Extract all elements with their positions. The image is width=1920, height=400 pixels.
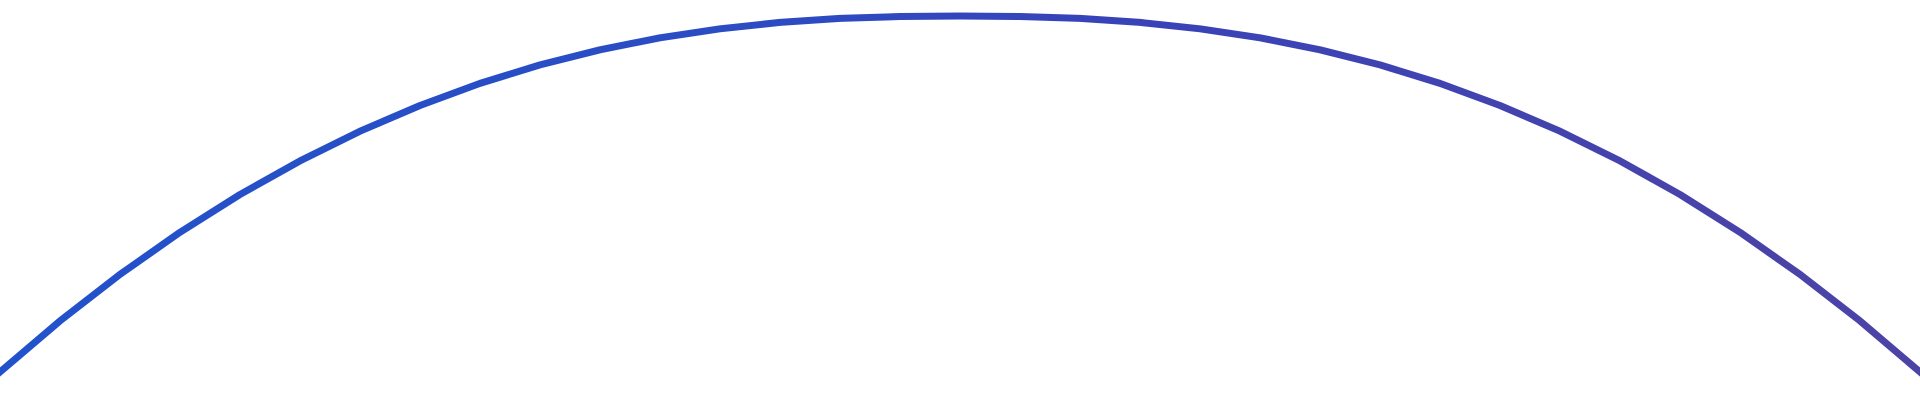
curve-line <box>0 12 1920 377</box>
